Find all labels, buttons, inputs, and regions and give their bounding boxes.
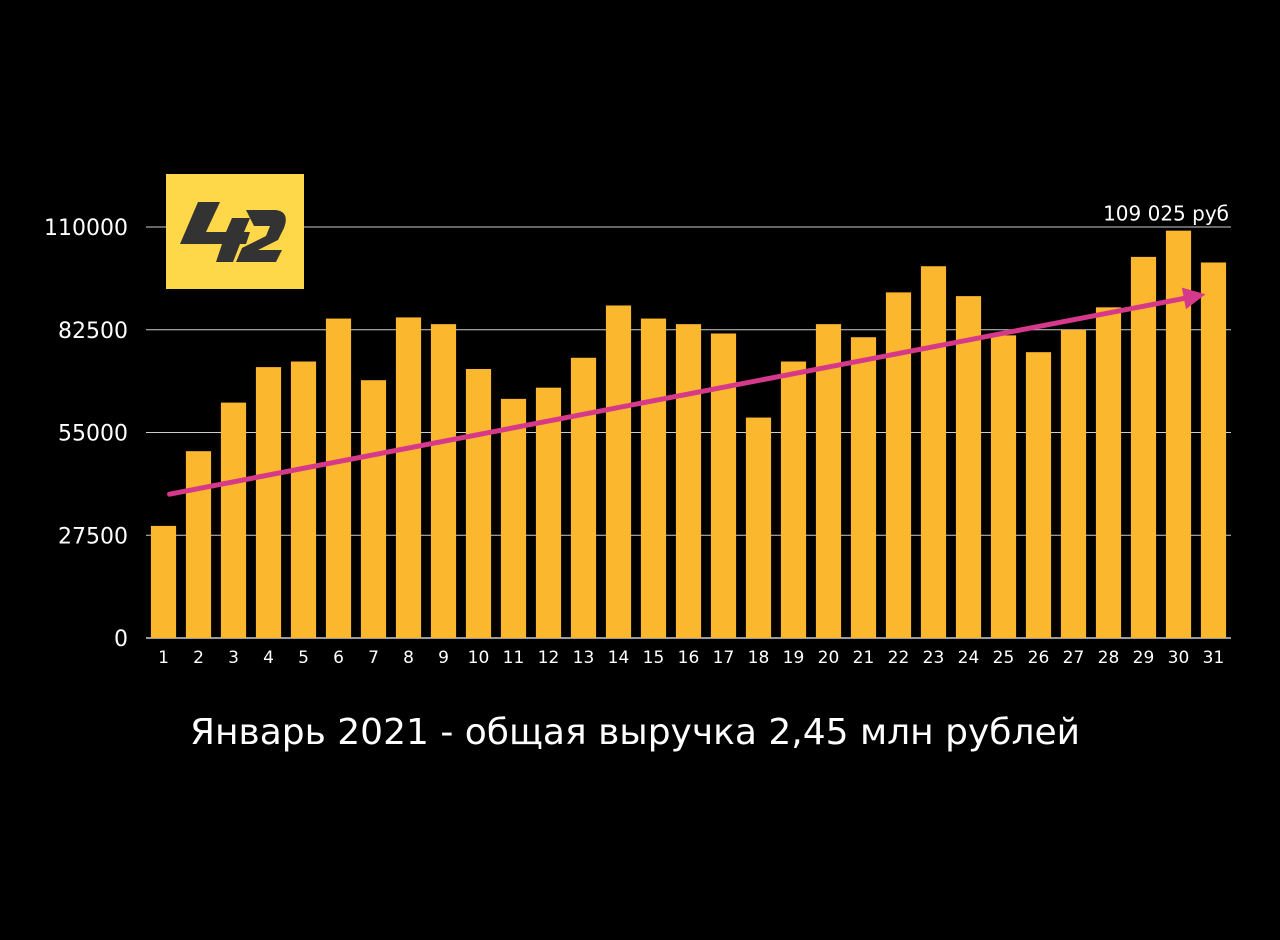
bar (1200, 262, 1227, 638)
x-tick-label: 11 (503, 648, 525, 668)
bar (955, 296, 982, 638)
bar (675, 324, 702, 638)
logo (166, 174, 304, 289)
x-tick-label: 27 (1063, 648, 1085, 668)
bar (500, 398, 527, 638)
bar (535, 387, 562, 638)
x-axis-ticks: 1 2 3 4 5 6 7 8 9 10 11 12 13 14 15 16 17 18 19 20 21 22 23 24 2… (158, 648, 1224, 668)
trend-line (167, 295, 1187, 497)
bar (920, 266, 947, 638)
y-tick-label: 55000 (58, 422, 128, 447)
x-tick-label: 14 (608, 648, 630, 668)
x-tick-label: 31 (1203, 648, 1225, 668)
x-tick-label: 20 (818, 648, 840, 668)
bar (990, 335, 1017, 638)
bar (850, 337, 877, 638)
x-tick-label: 21 (853, 648, 875, 668)
bar (150, 525, 177, 638)
x-tick-label: 17 (713, 648, 735, 668)
x-tick-label: 6 (333, 648, 344, 668)
max-value-label: 109 025 руб (1103, 202, 1229, 226)
x-tick-label: 2 (193, 648, 204, 668)
annotations: 109 025 руб (1103, 202, 1229, 226)
bar (780, 361, 807, 638)
y-tick-label: 27500 (58, 524, 128, 549)
x-tick-label: 28 (1098, 648, 1120, 668)
bar (465, 368, 492, 638)
y-tick-label: 110000 (44, 216, 128, 241)
bar (360, 380, 387, 638)
bar (1095, 307, 1122, 638)
y-tick-label: 82500 (58, 319, 128, 344)
y-tick-label: 0 (114, 627, 128, 652)
bar (885, 292, 912, 638)
chart-caption: Январь 2021 - общая выручка 2,45 млн руб… (189, 712, 1081, 753)
trend-arrow (167, 287, 1206, 497)
bar (570, 357, 597, 638)
x-tick-label: 23 (923, 648, 945, 668)
bar (430, 324, 457, 638)
x-tick-label: 4 (263, 648, 274, 668)
x-tick-label: 7 (368, 648, 379, 668)
bar (1025, 352, 1052, 638)
x-tick-label: 1 (158, 648, 169, 668)
x-tick-label: 3 (228, 648, 239, 668)
bar (815, 324, 842, 638)
y-axis-ticks: 0 27500 55000 82500 110000 (44, 216, 128, 652)
x-tick-label: 5 (298, 648, 309, 668)
bar (185, 451, 212, 638)
x-tick-label: 15 (643, 648, 665, 668)
bar (395, 317, 422, 638)
x-tick-label: 19 (783, 648, 805, 668)
x-tick-label: 25 (993, 648, 1015, 668)
bar (640, 318, 667, 638)
bar (255, 367, 282, 638)
bar (325, 318, 352, 638)
x-tick-label: 9 (438, 648, 449, 668)
x-tick-label: 24 (958, 648, 980, 668)
x-tick-label: 22 (888, 648, 910, 668)
x-tick-label: 10 (468, 648, 490, 668)
bar (1060, 329, 1087, 638)
bar (290, 361, 317, 638)
x-tick-label: 30 (1168, 648, 1190, 668)
x-tick-label: 8 (403, 648, 414, 668)
x-tick-label: 12 (538, 648, 560, 668)
x-tick-label: 18 (748, 648, 770, 668)
x-tick-label: 16 (678, 648, 700, 668)
bar (605, 305, 632, 638)
logo-42-icon (180, 202, 286, 262)
bar (220, 402, 247, 638)
bar (1130, 256, 1157, 638)
x-tick-label: 29 (1133, 648, 1155, 668)
bar-series (150, 230, 1227, 639)
x-tick-label: 13 (573, 648, 595, 668)
bar (745, 417, 772, 638)
bar (710, 333, 737, 638)
trend-arrowhead-icon (1181, 287, 1206, 310)
x-tick-label: 26 (1028, 648, 1050, 668)
